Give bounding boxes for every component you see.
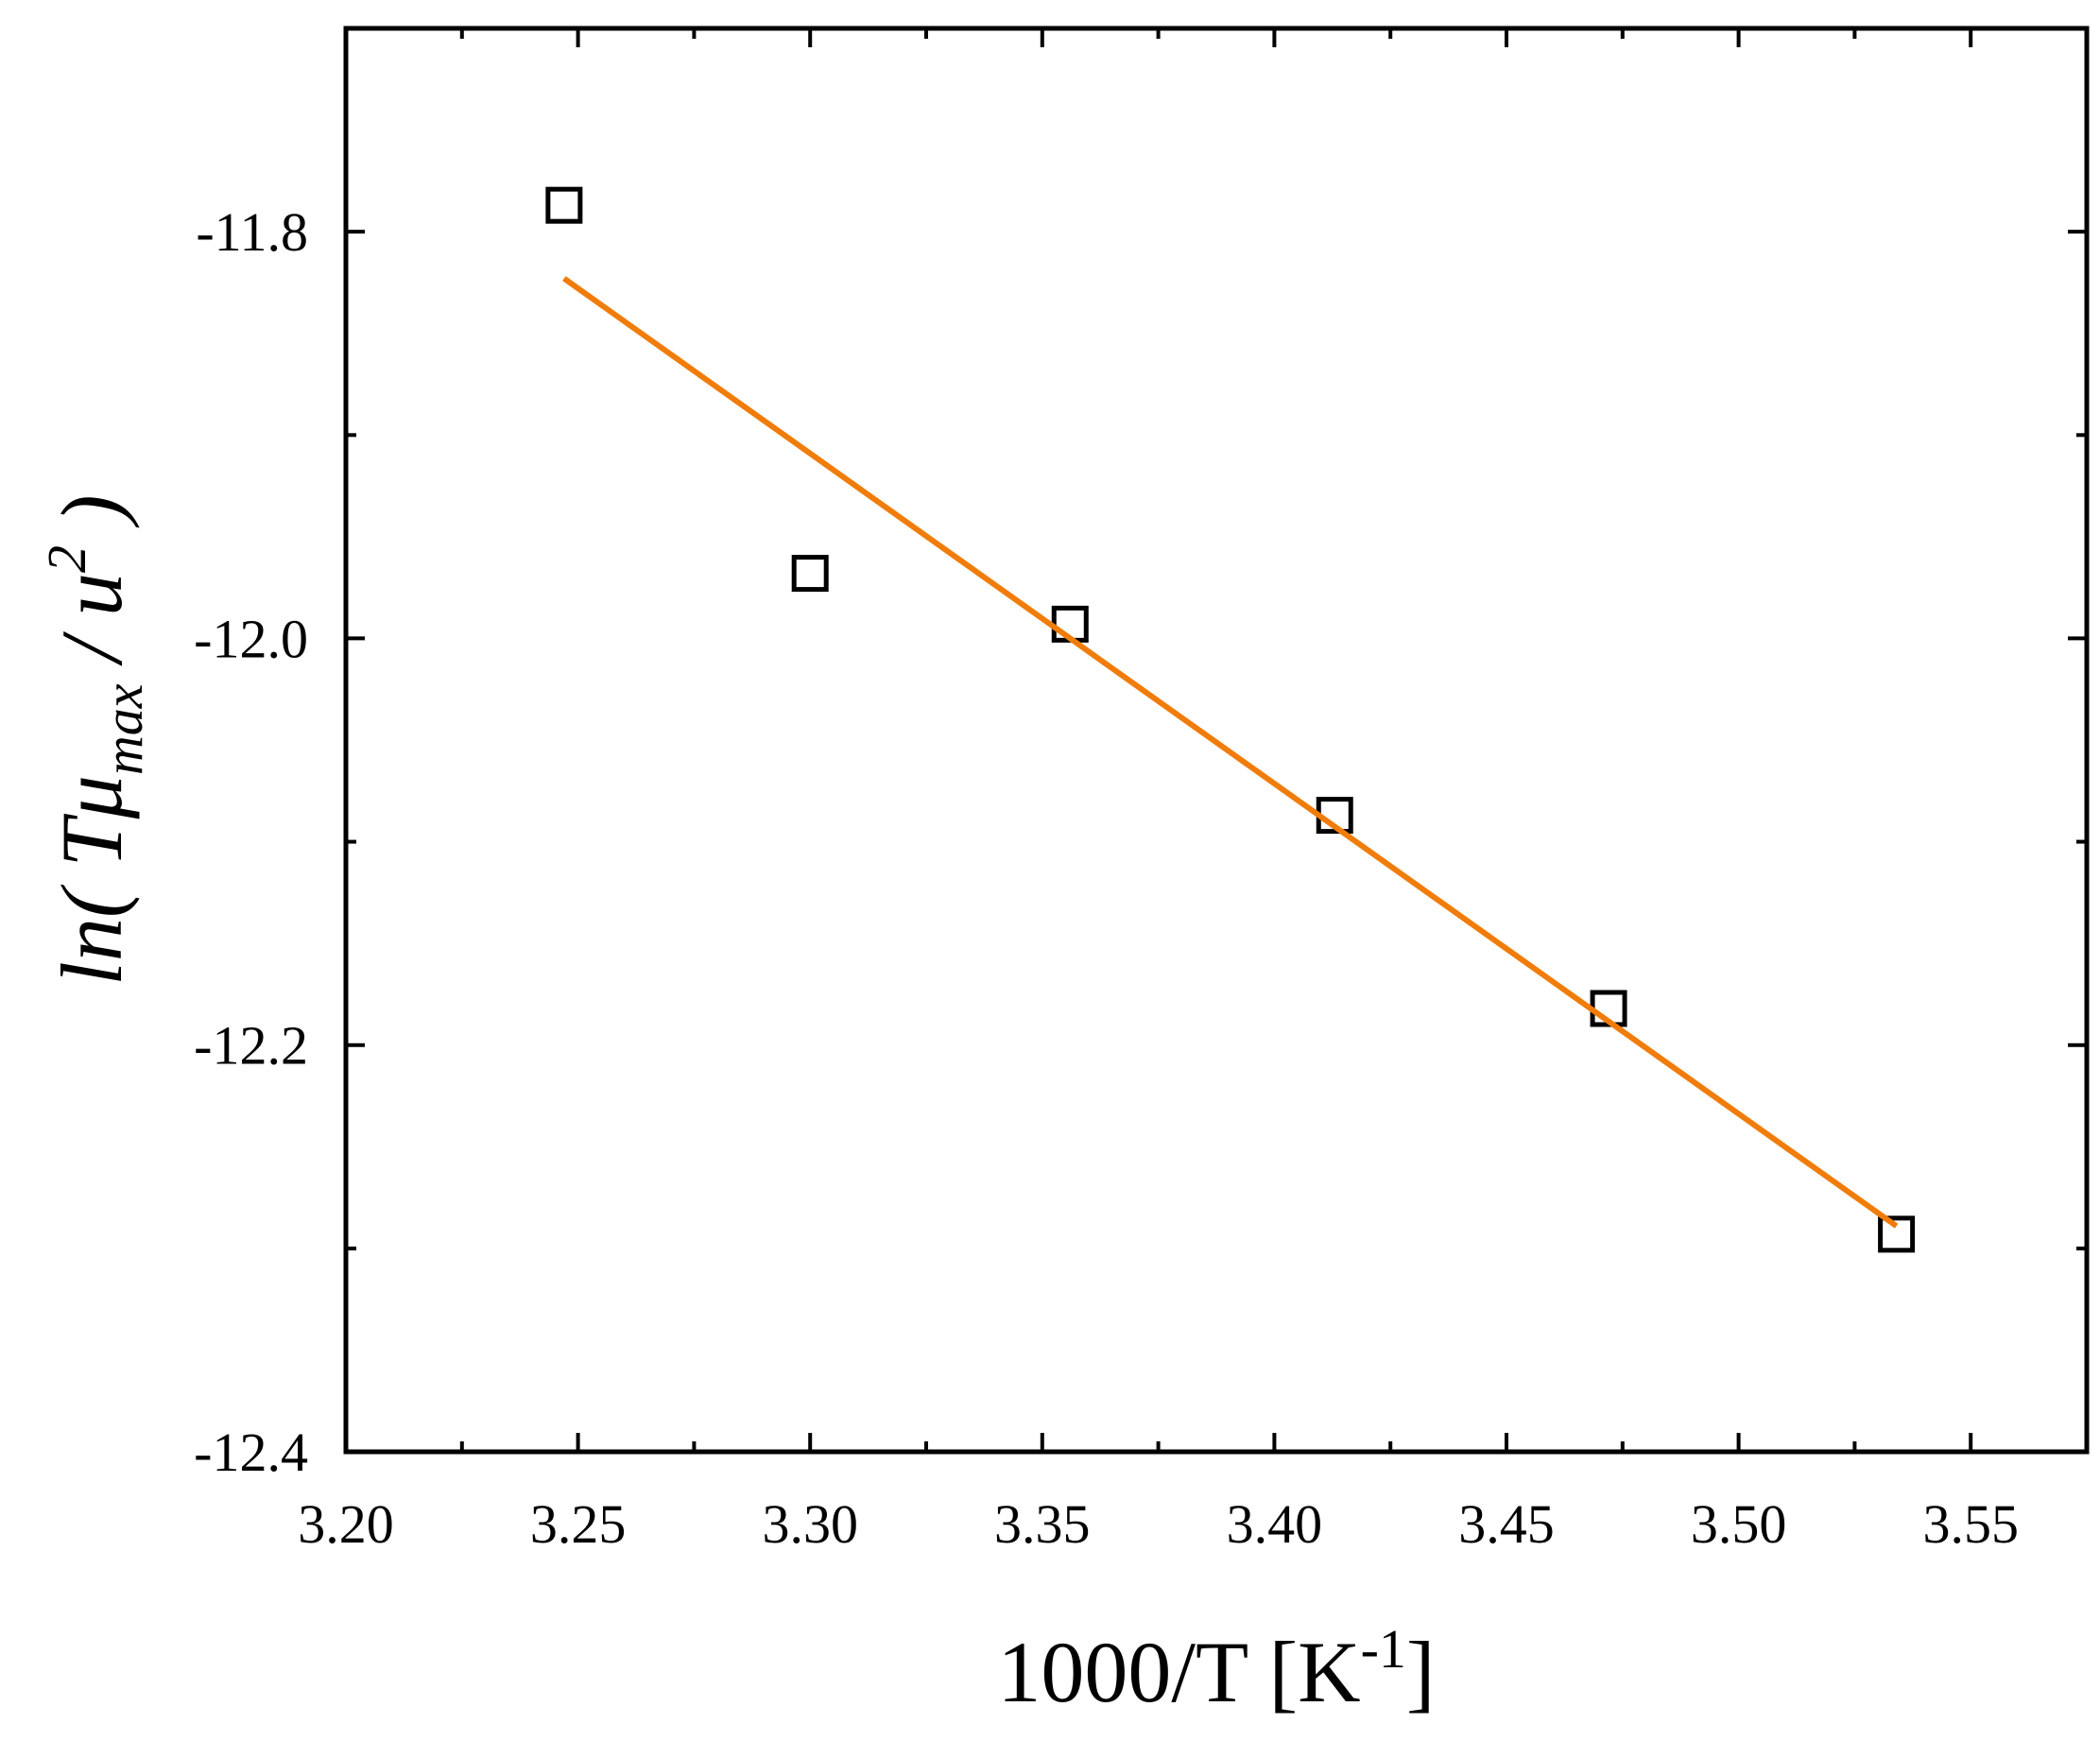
fit-line (562, 276, 1899, 1229)
x-tick-label: 3.50 (1691, 1493, 1787, 1555)
x-tick-label: 3.35 (994, 1493, 1091, 1555)
plot-frame (343, 26, 2090, 1455)
x-axis-title-suffix: ] (1406, 1624, 1436, 1720)
y-axis-title-subscript: max (93, 683, 154, 775)
y-axis-title: ln( Tμmax / u2 ) (36, 494, 154, 985)
y-tick-label: -12.2 (194, 1015, 308, 1077)
x-tick-label: 3.25 (530, 1493, 627, 1555)
data-point (791, 555, 829, 593)
y-tick-label: -11.8 (196, 201, 308, 263)
y-axis-title-suffix: ) (43, 494, 140, 545)
x-tick-label: 3.55 (1922, 1493, 2019, 1555)
x-tick-label: 3.20 (298, 1493, 394, 1555)
axis-ticks (344, 28, 2087, 1454)
x-tick-label: 3.45 (1458, 1493, 1555, 1555)
x-axis-title: 1000/T [K-1] (997, 1618, 1435, 1720)
tick-labels: 3.20 3.25 3.30 3.35 3.40 3.45 3.50 3.55 -12.4 -12… (194, 201, 2019, 1555)
y-axis-title-superscript: 2 (36, 545, 97, 573)
data-point (1878, 1215, 1916, 1253)
data-point (545, 186, 583, 224)
y-axis-title-prefix: ln( Tμ (43, 775, 140, 986)
x-axis-title-superscript: -1 (1361, 1618, 1406, 1680)
x-tick-label: 3.30 (762, 1493, 858, 1555)
x-tick-label: 3.40 (1227, 1493, 1323, 1555)
y-axis-title-middle: / u (43, 573, 140, 684)
y-tick-label: -12.0 (194, 608, 308, 669)
series-layer (545, 186, 1916, 1253)
x-axis-title-text: 1000/T [K (997, 1624, 1360, 1720)
y-tick-label: -12.4 (194, 1422, 308, 1483)
